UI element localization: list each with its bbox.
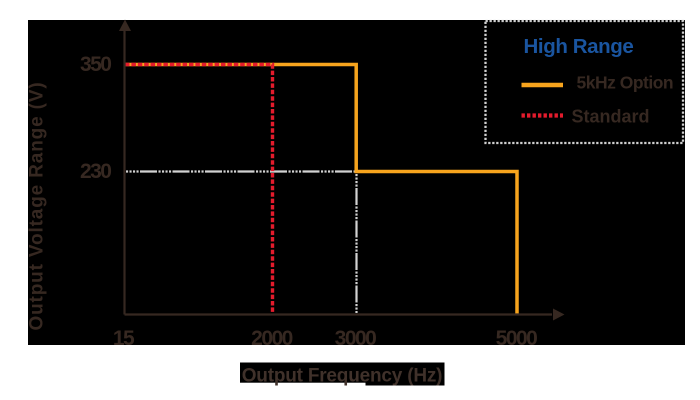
svg-text:Output Frequency (Hz): Output Frequency (Hz): [242, 366, 443, 387]
svg-text:230: 230: [80, 160, 111, 183]
svg-text:3000: 3000: [335, 327, 377, 350]
svg-text:5000: 5000: [496, 327, 538, 350]
svg-text:15: 15: [113, 327, 135, 350]
svg-text:Output Voltage Range (V): Output Voltage Range (V): [27, 81, 48, 330]
svg-text:5kHz Option: 5kHz Option: [577, 73, 674, 93]
svg-text:350: 350: [80, 53, 111, 76]
svg-text:2000: 2000: [251, 327, 293, 350]
svg-text:Standard: Standard: [572, 107, 650, 127]
svg-text:High Range: High Range: [524, 35, 634, 58]
